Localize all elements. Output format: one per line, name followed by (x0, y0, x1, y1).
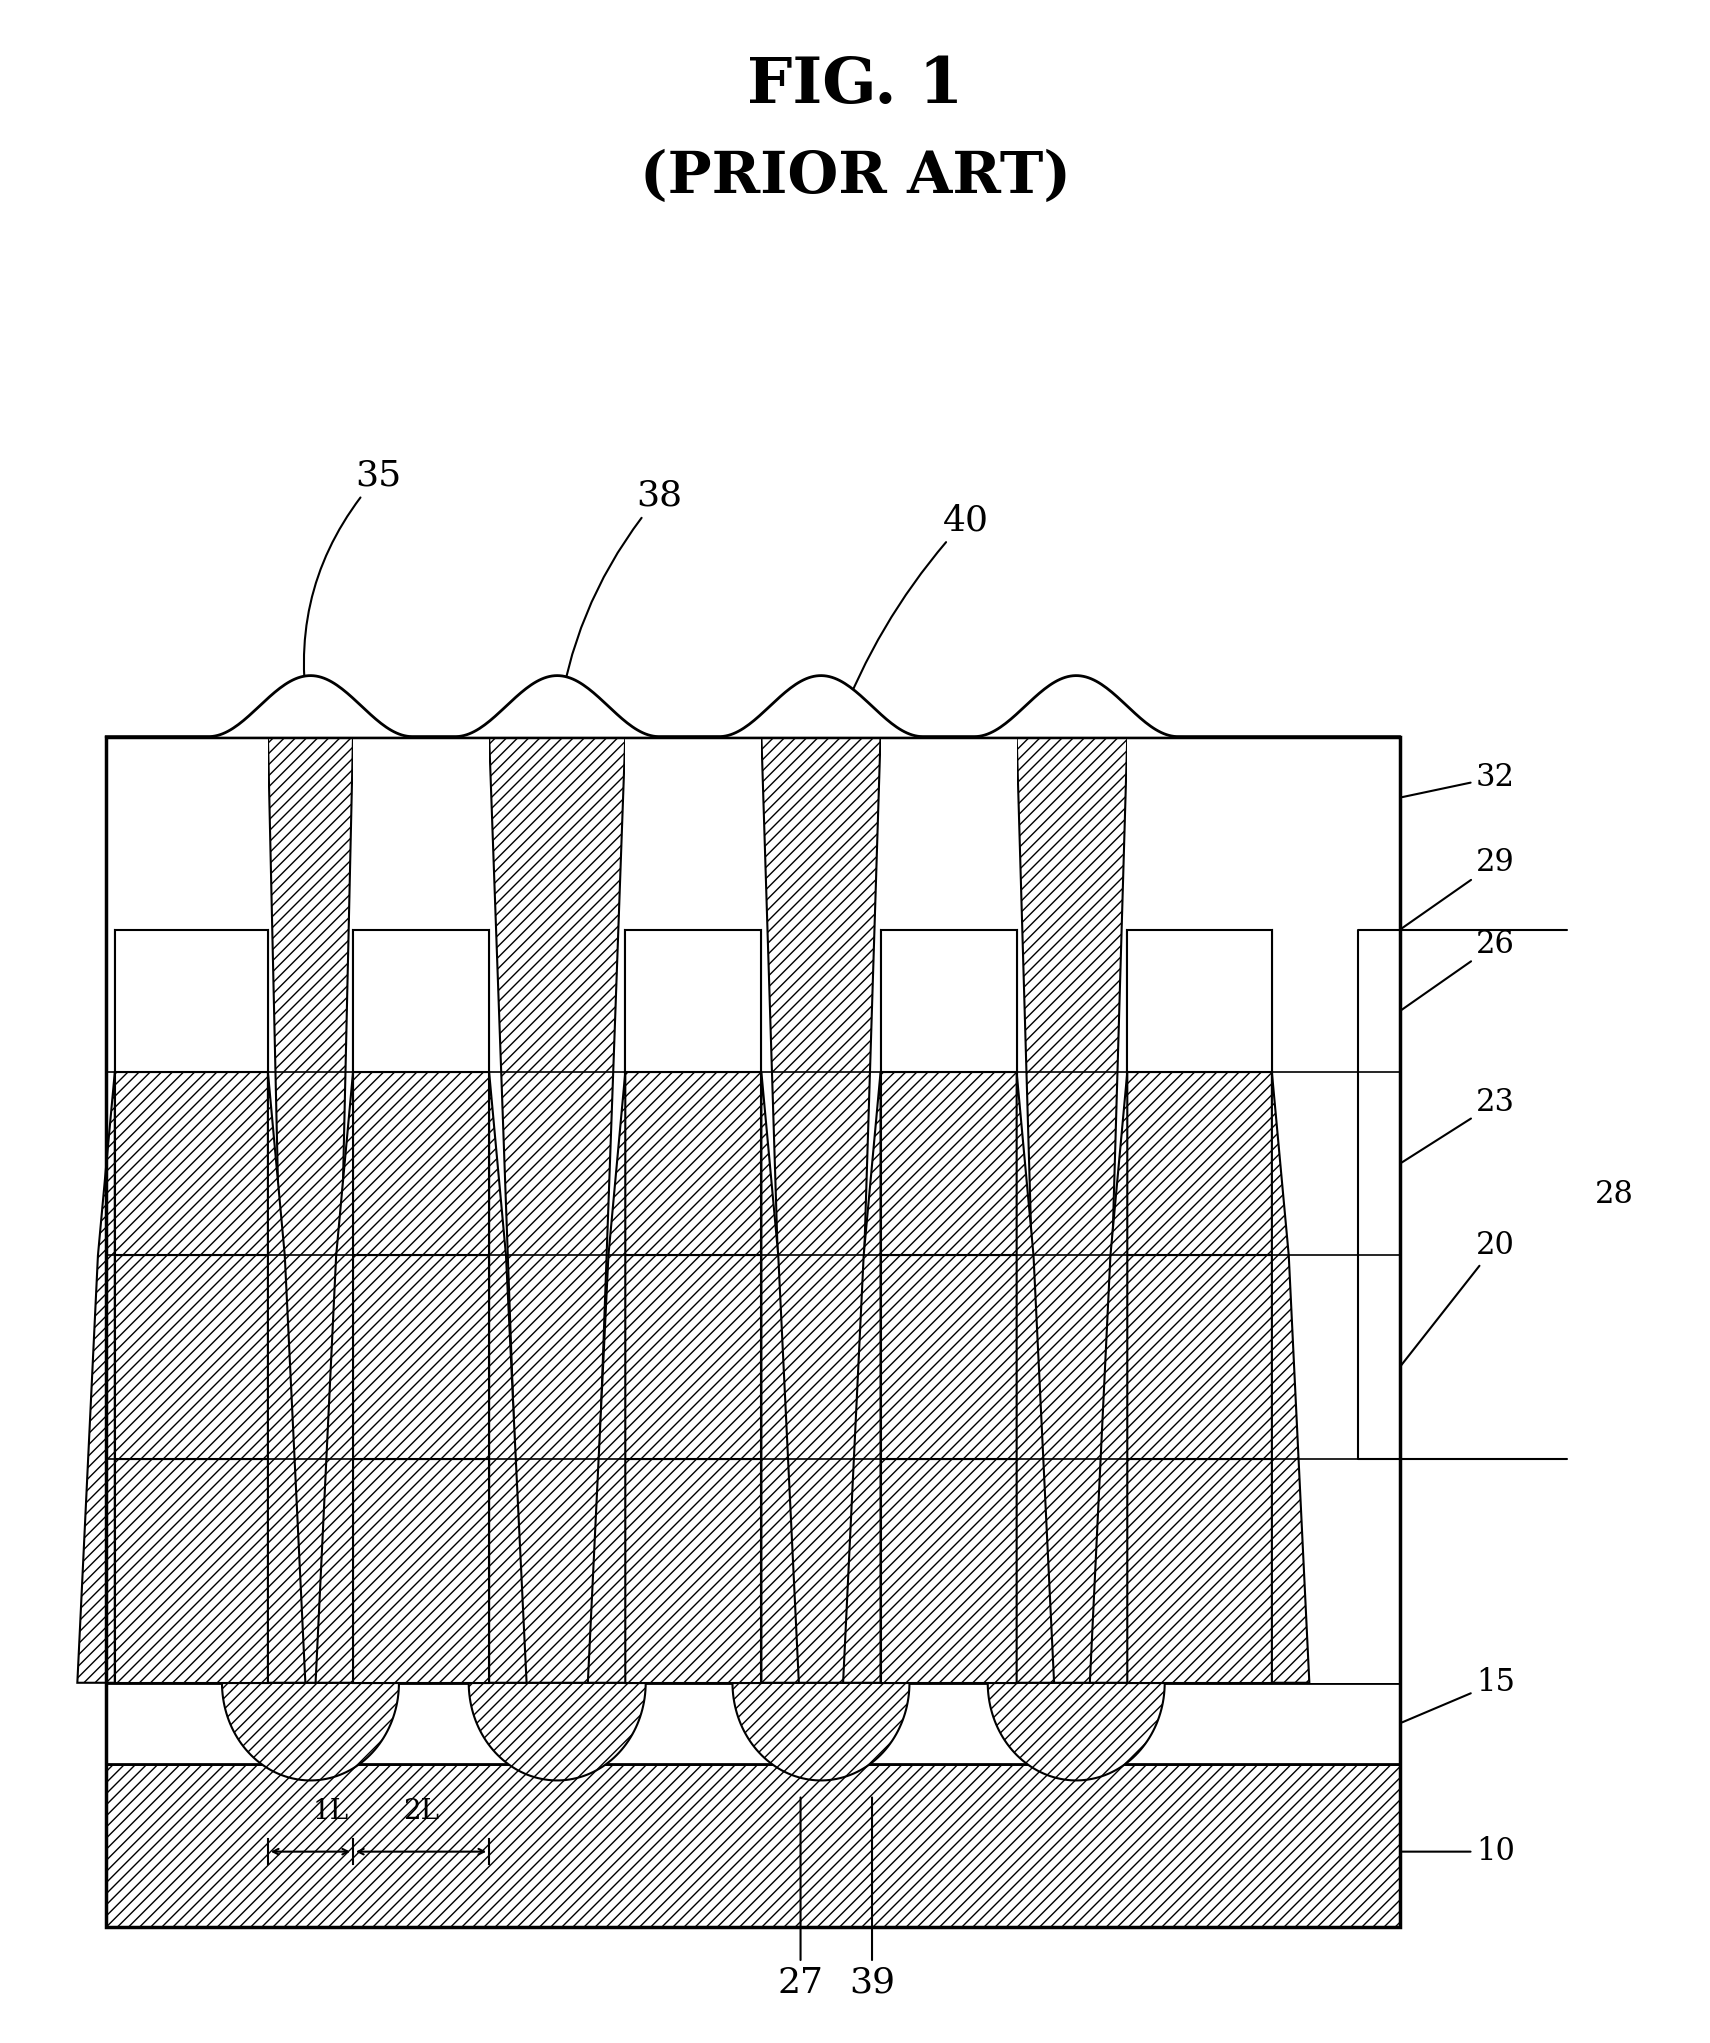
Bar (115, 1073, 268, 1256)
Bar (1127, 1073, 1272, 1256)
Bar (1127, 930, 1272, 1073)
Polygon shape (588, 1073, 626, 1683)
Bar (352, 1073, 489, 1256)
Text: 28: 28 (1595, 1179, 1635, 1209)
Bar (881, 738, 1017, 1683)
Bar (881, 738, 1017, 1683)
Bar (115, 738, 268, 1683)
Text: 15: 15 (1402, 1667, 1515, 1722)
Bar (106, 738, 1399, 1683)
Bar (1127, 1256, 1272, 1459)
Polygon shape (1017, 1073, 1053, 1683)
Text: 35: 35 (304, 458, 402, 723)
Bar (626, 1256, 761, 1459)
Polygon shape (732, 1683, 910, 1779)
Bar (115, 1256, 268, 1459)
Bar (1127, 1256, 1272, 1459)
Bar (106, 1765, 1399, 1927)
Bar (352, 930, 489, 1073)
Polygon shape (222, 1683, 398, 1779)
Bar (626, 1459, 761, 1683)
Polygon shape (1017, 738, 1127, 1683)
Bar (352, 1459, 489, 1683)
Text: 2L: 2L (404, 1798, 439, 1824)
Polygon shape (761, 738, 881, 1683)
Bar (626, 1073, 761, 1256)
Bar (626, 1073, 761, 1256)
Text: 38: 38 (557, 478, 682, 723)
Bar (352, 1256, 489, 1459)
Bar (881, 1256, 1017, 1459)
Bar (115, 738, 268, 1683)
Bar (1127, 930, 1272, 1073)
Bar (115, 1073, 268, 1256)
Text: 23: 23 (1402, 1087, 1515, 1162)
Bar (115, 1459, 268, 1683)
Polygon shape (489, 738, 626, 1683)
Bar (881, 930, 1017, 1073)
Polygon shape (316, 1073, 352, 1683)
Text: 20: 20 (1400, 1230, 1515, 1365)
Bar (1127, 1073, 1272, 1256)
Polygon shape (268, 1073, 306, 1683)
Polygon shape (469, 1683, 646, 1779)
Text: 10: 10 (1402, 1837, 1515, 1867)
Polygon shape (988, 1683, 1165, 1779)
Text: 40: 40 (840, 503, 988, 723)
Bar (626, 930, 761, 1073)
Bar (352, 1073, 489, 1256)
Text: (PRIOR ART): (PRIOR ART) (640, 149, 1070, 204)
Text: 39: 39 (850, 1798, 894, 2000)
Text: 1L: 1L (313, 1798, 349, 1824)
Bar (115, 930, 268, 1073)
Polygon shape (489, 1073, 527, 1683)
Bar (352, 1459, 489, 1683)
Bar (1127, 738, 1272, 1683)
Text: 32: 32 (1402, 762, 1515, 797)
Bar (352, 738, 489, 1683)
Bar (881, 1256, 1017, 1459)
Bar (626, 738, 761, 1683)
Bar (881, 1459, 1017, 1683)
Bar (881, 1459, 1017, 1683)
Bar (1127, 1459, 1272, 1683)
Text: FIG. 1: FIG. 1 (747, 55, 963, 116)
Polygon shape (761, 1073, 799, 1683)
Bar (881, 1073, 1017, 1256)
Bar (115, 1459, 268, 1683)
Polygon shape (77, 1073, 115, 1683)
Bar (106, 738, 1399, 1927)
Polygon shape (268, 738, 352, 1683)
Bar (1127, 738, 1272, 1683)
Bar (626, 1459, 761, 1683)
Bar (115, 1256, 268, 1459)
Text: 27: 27 (778, 1798, 824, 2000)
Bar (106, 1683, 1399, 1765)
Bar (352, 738, 489, 1683)
Text: 29: 29 (1402, 848, 1515, 928)
Bar (1127, 1459, 1272, 1683)
Polygon shape (1089, 1073, 1127, 1683)
Polygon shape (1272, 1073, 1310, 1683)
Bar (352, 930, 489, 1073)
Polygon shape (843, 1073, 881, 1683)
Bar (881, 930, 1017, 1073)
Bar (881, 1073, 1017, 1256)
Bar (352, 1256, 489, 1459)
Bar (626, 1256, 761, 1459)
Bar (626, 738, 761, 1683)
Bar (626, 930, 761, 1073)
Bar (115, 930, 268, 1073)
Text: 26: 26 (1402, 930, 1515, 1009)
